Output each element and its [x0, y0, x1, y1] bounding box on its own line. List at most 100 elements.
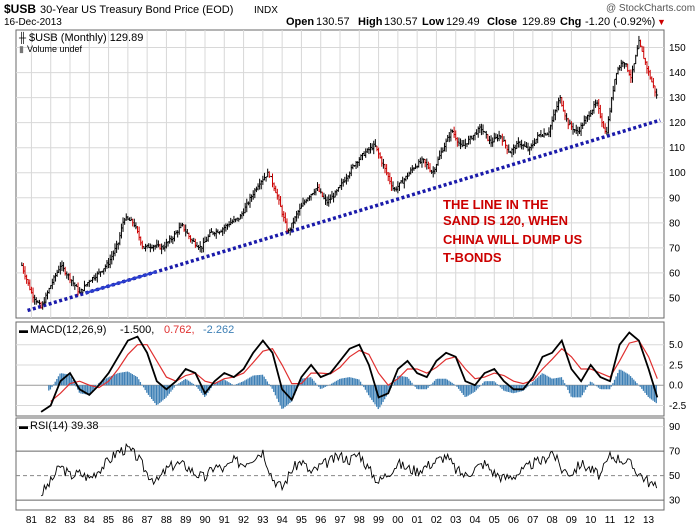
price-bars — [21, 35, 659, 310]
macd-panel-frame — [15, 321, 665, 417]
price-y-tick-label: 50 — [669, 293, 681, 304]
symbol-label: $USB — [4, 2, 36, 16]
rsi-legend-icon: ▬ — [19, 421, 28, 431]
x-tick-label: 09 — [566, 515, 578, 526]
price-y-tick-label: 90 — [669, 193, 681, 204]
x-tick-label: 13 — [643, 515, 655, 526]
close-value: 129.89 — [522, 16, 556, 28]
x-tick-label: 81 — [26, 515, 38, 526]
open-value: 130.57 — [316, 16, 350, 28]
x-tick-label: 86 — [122, 515, 134, 526]
chg-value: -1.20 (-0.92%) — [585, 16, 655, 28]
x-tick-label: 88 — [161, 515, 173, 526]
x-tick-label: 06 — [508, 515, 520, 526]
high-label: High — [358, 16, 383, 28]
annotation-line-3: CHINA WILL DUMP US — [443, 232, 582, 247]
rsi-legend-label: RSI(14) 39.38 — [30, 420, 98, 432]
x-tick-label: 01 — [412, 515, 424, 526]
x-tick-label: 85 — [103, 515, 115, 526]
x-tick-label: 07 — [527, 515, 539, 526]
macd-legend-icon: ▬ — [19, 325, 28, 335]
x-tick-label: 08 — [547, 515, 559, 526]
volume-legend-label: Volume undef — [27, 44, 83, 54]
trendline-group — [27, 118, 661, 313]
signal-line — [50, 339, 658, 402]
x-tick-label: 99 — [373, 515, 385, 526]
volume-legend-icon: ▮ — [19, 44, 24, 54]
x-tick-label: 89 — [180, 515, 192, 526]
price-y-tick-label: 80 — [669, 218, 681, 229]
x-tick-label: 12 — [624, 515, 636, 526]
price-y-tick-label: 110 — [669, 143, 685, 154]
x-tick-label: 83 — [64, 515, 76, 526]
x-tick-label: 96 — [315, 515, 327, 526]
ohlc-readout: Open 130.57 High 130.57 Low 129.49 Close… — [286, 16, 666, 28]
x-tick-label: 93 — [257, 515, 269, 526]
macd-y-tick-label: 5.0 — [669, 340, 683, 351]
x-tick-label: 91 — [219, 515, 231, 526]
open-label: Open — [286, 16, 314, 28]
chg-down-arrow-icon: ▼ — [657, 17, 666, 27]
x-tick-label: 02 — [431, 515, 443, 526]
price-y-tick-label: 60 — [669, 268, 681, 279]
macd-legend-value: -1.500, — [120, 324, 154, 336]
macd-lines — [40, 331, 659, 413]
macd-line — [40, 331, 659, 413]
price-gridlines — [16, 30, 664, 318]
bar-legend-icon: ╫ — [18, 31, 27, 45]
macd-y-tick-label: 2.5 — [669, 360, 683, 371]
x-tick-label: 04 — [469, 515, 481, 526]
close-label: Close — [487, 16, 517, 28]
macd-legend: ▬ MACD(12,26,9) -1.500, 0.762, -2.262 — [19, 324, 234, 336]
rsi-line — [40, 443, 658, 497]
annotation-line-1: THE LINE IN THE — [443, 197, 549, 212]
watermark: @ StockCharts.com — [606, 3, 695, 14]
price-y-tick-label: 120 — [669, 118, 686, 129]
macd-y-tick-label: -2.5 — [669, 401, 687, 412]
price-y-tick-labels: 50 60 70 80 90 100 110 120 130 140 150 — [669, 43, 686, 304]
low-value: 129.49 — [446, 16, 480, 28]
rsi-gridlines — [16, 426, 664, 501]
macd-y-tick-labels: -2.5 0.0 2.5 5.0 — [669, 340, 687, 412]
x-tick-label: 82 — [45, 515, 57, 526]
price-legend: ╫ $USB (Monthly) 129.89 ▮ Volume undef — [18, 31, 143, 54]
x-tick-label: 87 — [142, 515, 154, 526]
rsi-y-tick-labels: 30 50 70 90 — [669, 422, 681, 507]
rsi-panel: 30 50 70 90 — [15, 417, 681, 511]
x-tick-label: 05 — [489, 515, 501, 526]
low-label: Low — [422, 16, 444, 28]
rsi-legend: ▬ RSI(14) 39.38 — [19, 420, 98, 432]
price-y-tick-label: 100 — [669, 168, 686, 179]
x-tick-label: 90 — [199, 515, 211, 526]
macd-legend-label: MACD(12,26,9) — [30, 324, 106, 336]
x-tick-label: 95 — [296, 515, 308, 526]
annotation: THE LINE IN THE SAND IS 120, WHEN CHINA … — [443, 197, 582, 265]
price-y-tick-label: 70 — [669, 243, 681, 254]
exchange-label: INDX — [254, 5, 278, 16]
x-tick-label: 11 — [605, 515, 616, 526]
hist-legend-value: -2.262 — [203, 324, 234, 336]
x-tick-label: 97 — [334, 515, 346, 526]
chg-label: Chg — [560, 16, 581, 28]
rsi-panel-frame — [15, 417, 665, 511]
price-y-tick-label: 140 — [669, 68, 686, 79]
x-tick-label: 84 — [84, 515, 96, 526]
high-value: 130.57 — [384, 16, 418, 28]
x-tick-labels: 81 82 83 84 85 86 87 88 89 90 91 92 93 94 95 96 97 98 99 00… — [26, 515, 655, 526]
x-tick-label: 10 — [585, 515, 597, 526]
chart-title: 30-Year US Treasury Bond Price (EOD) — [40, 4, 233, 16]
macd-y-tick-label: 0.0 — [669, 381, 683, 392]
price-y-tick-label: 150 — [669, 43, 686, 54]
rsi-y-tick-label: 30 — [669, 496, 681, 507]
trendline-solid-segment — [85, 270, 158, 295]
rsi-line-group — [40, 443, 658, 497]
x-tick-label: 92 — [238, 515, 250, 526]
x-tick-label: 03 — [450, 515, 462, 526]
rsi-y-tick-label: 90 — [669, 422, 681, 433]
price-legend-label: $USB (Monthly) 129.89 — [29, 32, 143, 44]
signal-legend-value: 0.762, — [164, 324, 195, 336]
annotation-line-2: SAND IS 120, WHEN — [443, 213, 568, 228]
annotation-line-4: T-BONDS — [443, 250, 502, 265]
x-tick-label: 98 — [354, 515, 366, 526]
